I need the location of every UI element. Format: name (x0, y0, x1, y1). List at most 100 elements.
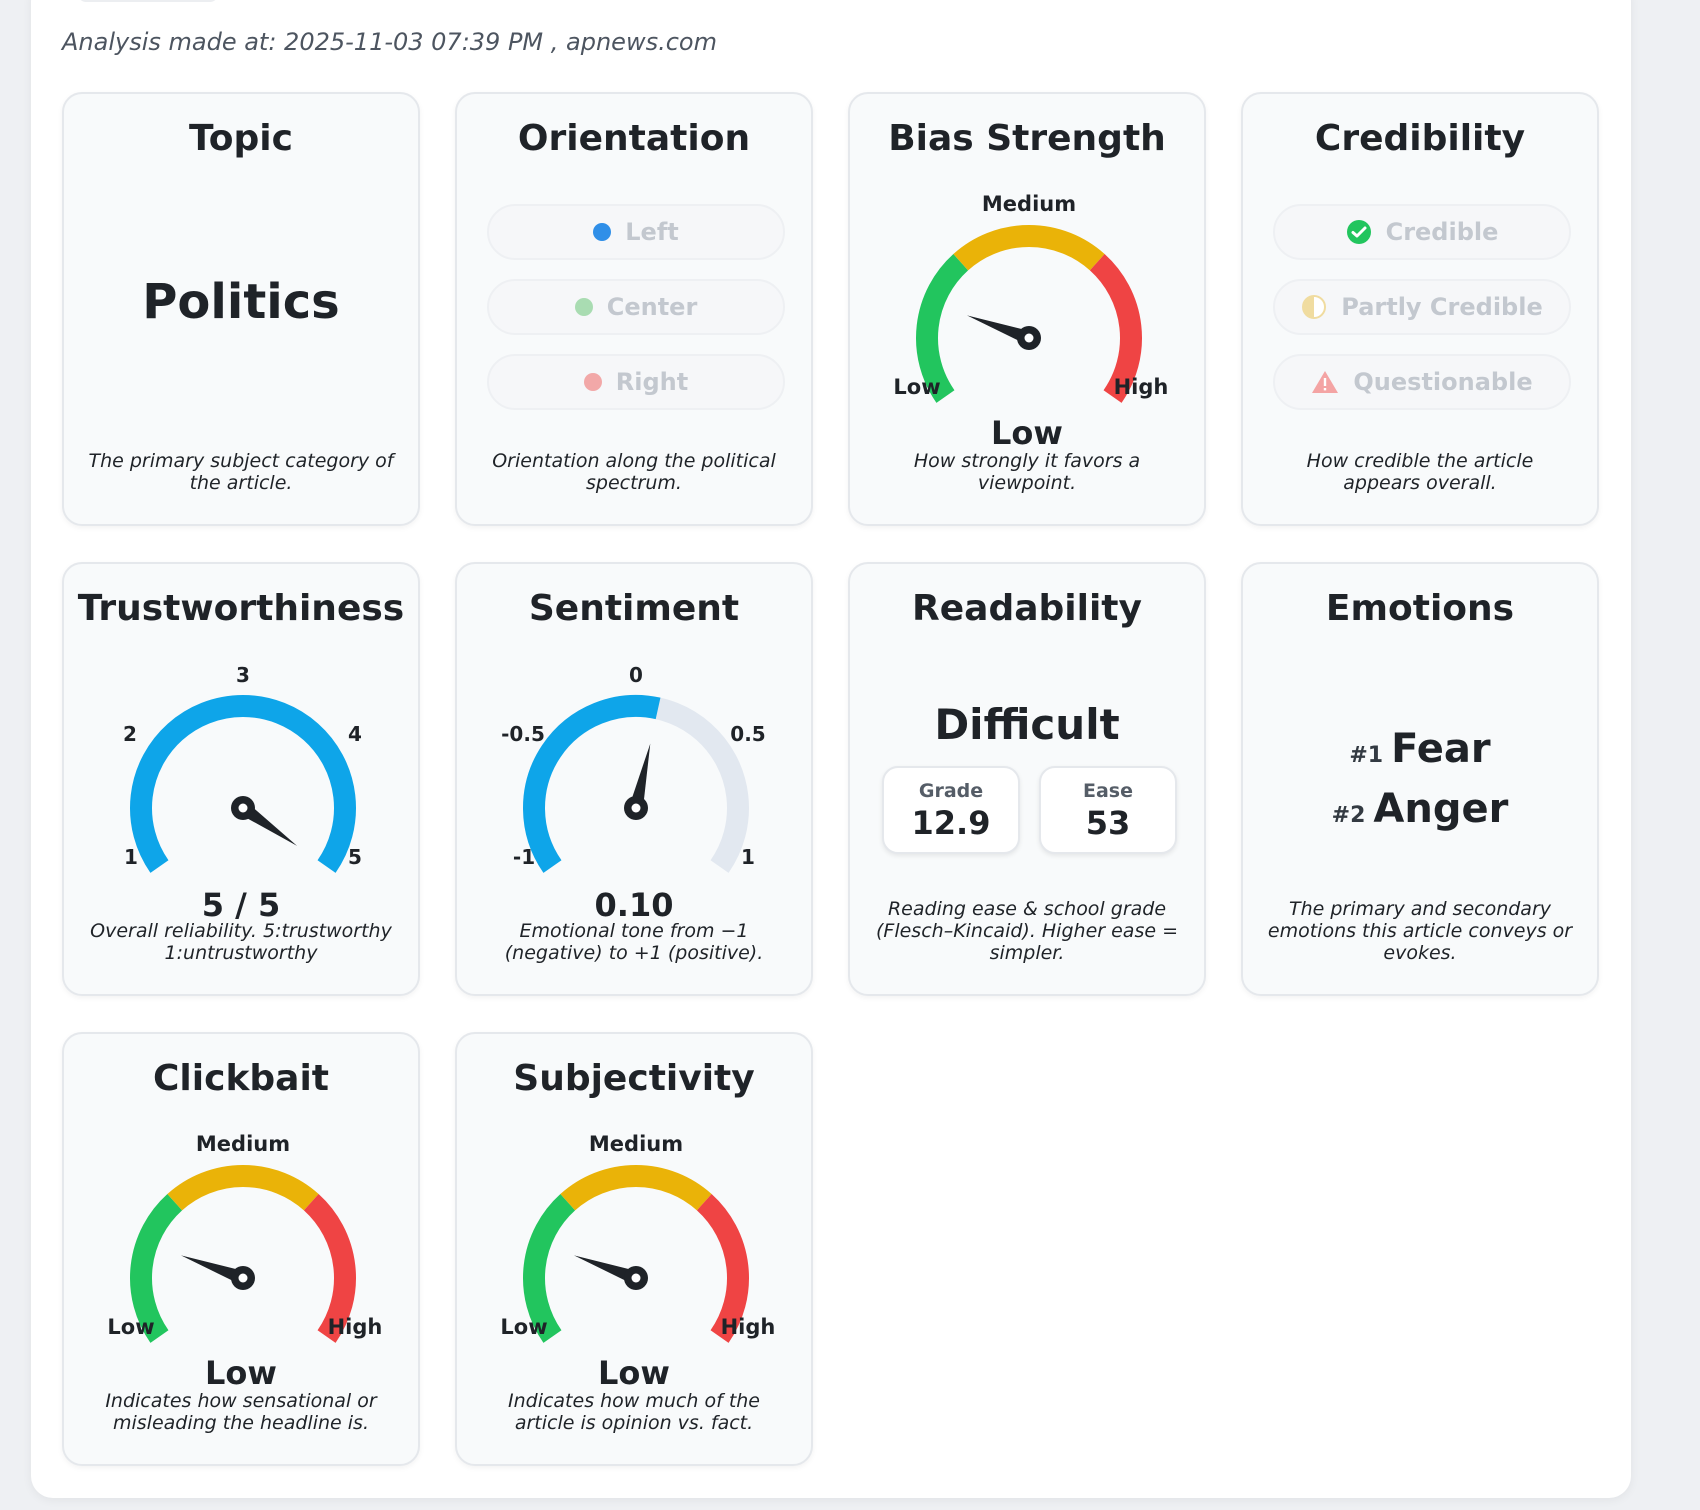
check-circle-icon (1346, 219, 1372, 245)
gauge-label-low: Low (107, 1315, 154, 1339)
emotions-card: Emotions #1 Fear #2 Anger The primary and … (1241, 562, 1599, 996)
bias-strength-card: Bias Strength Medium Low High Low How stro… (848, 92, 1206, 526)
gauge-segment-low (130, 1194, 183, 1343)
card-description: The primary and secondary emotions this … (1267, 898, 1573, 964)
card-title: Trustworthiness (77, 588, 405, 629)
card-title: Subjectivity (513, 1058, 755, 1099)
topic-value: Politics (142, 274, 340, 330)
gauge-label-high: High (1114, 375, 1169, 399)
gauge-label-medium: Medium (982, 192, 1076, 216)
gauge-segment-high (696, 1194, 749, 1343)
gauge-segment-low (523, 1194, 576, 1343)
emotion-name: Anger (1373, 786, 1509, 832)
gauge-label-high: High (328, 1315, 383, 1339)
gauge-tick-label: 1 (741, 845, 755, 869)
gauge-value: Low (991, 414, 1063, 452)
gauge-label-low: Low (893, 375, 940, 399)
gauge-tick-label: 1 (124, 845, 138, 869)
ease-label: Ease (1083, 780, 1133, 802)
orientation-card: Orientation Left Center Right Orientatio… (455, 92, 813, 526)
gauge-tick-label: 0 (629, 663, 643, 687)
gauge-needle (573, 1255, 639, 1285)
readability-card: Readability Difficult Grade 12.9 Ease 53… (848, 562, 1206, 996)
ease-value: 53 (1085, 804, 1131, 842)
credibility-option-credible[interactable]: Credible (1273, 204, 1571, 260)
card-title: Topic (189, 118, 293, 159)
gauge-fill (523, 695, 661, 873)
gauge-tick-label: 3 (236, 663, 250, 687)
orientation-option-right[interactable]: Right (487, 354, 785, 410)
emotion-rank: #1 (1349, 743, 1384, 768)
gauge-value: 0.10 (594, 886, 674, 924)
card-title: Bias Strength (888, 118, 1166, 159)
gauge-segment-medium (560, 1165, 712, 1211)
ease-box: Ease 53 (1039, 766, 1177, 854)
green-dot-icon (574, 298, 593, 316)
subjectivity-card: Subjectivity Medium Low High Low Indicates… (455, 1032, 813, 1466)
gauge-value: Low (598, 1354, 670, 1392)
sentiment-gauge: -1 -0.5 0 0.5 1 (501, 663, 766, 873)
gauge-hub-center (1024, 333, 1034, 343)
card-description: Indicates how sensational or misleading … (105, 1390, 377, 1434)
card-description: Orientation along the political spectrum… (492, 450, 776, 494)
credibility-option-questionable[interactable]: Questionable (1273, 354, 1571, 410)
warning-triangle-icon (1311, 369, 1339, 395)
card-description: Overall reliability. 5:trustworthy 1:unt… (90, 920, 392, 964)
gauge-needle (180, 1255, 246, 1285)
card-description: Reading ease & school grade (Flesch–Kinc… (876, 898, 1178, 964)
card-title: Credibility (1314, 118, 1526, 159)
trustworthiness-card: Trustworthiness 1 2 3 4 5 5 / 5 Overall reli… (62, 562, 420, 996)
emotion-secondary: #2 Anger (1243, 786, 1597, 832)
grade-box: Grade 12.9 (882, 766, 1020, 854)
card-description: How credible the article appears overall… (1306, 450, 1534, 494)
gauge-segment-medium (167, 1165, 319, 1211)
orientation-option-left[interactable]: Left (487, 204, 785, 260)
gauge-tick-label: 2 (123, 722, 137, 746)
blue-dot-icon (593, 223, 612, 241)
half-circle-icon (1301, 294, 1327, 320)
topic-card: Topic Politics The primary subject categ… (62, 92, 420, 526)
gauge-value: 5 / 5 (201, 886, 281, 924)
grade-value: 12.9 (911, 804, 991, 842)
gauge-tick-label: 5 (348, 845, 362, 869)
analysis-timestamp: Analysis made at: 2025-11-03 07:39 PM , … (62, 28, 717, 56)
gauge-hub-center (238, 803, 248, 813)
gauge-fill (130, 695, 356, 873)
emotion-primary: #1 Fear (1243, 726, 1597, 772)
clickbait-card: Clickbait Medium Low High Low Indicates ho… (62, 1032, 420, 1466)
card-description: Indicates how much of the article is opi… (507, 1390, 760, 1434)
card-title: Readability (912, 588, 1142, 629)
credibility-option-partly-credible[interactable]: Partly Credible (1273, 279, 1571, 335)
emotion-name: Fear (1391, 726, 1491, 772)
red-dot-icon (583, 373, 602, 391)
gauge-value: Low (205, 1354, 277, 1392)
bias-strength-gauge: Medium Low High (893, 192, 1169, 403)
gauge-hub-center (631, 803, 641, 813)
subjectivity-gauge: Medium Low High (500, 1132, 776, 1343)
grade-label: Grade (918, 780, 984, 802)
card-title: Clickbait (153, 1058, 329, 1099)
clickbait-gauge: Medium Low High (107, 1132, 383, 1343)
top-tab-remnant (78, 0, 218, 2)
orientation-option-center[interactable]: Center (487, 279, 785, 335)
sentiment-card: Sentiment -1 -0.5 0 0.5 1 0.10 Emotional ton… (455, 562, 813, 996)
gauge-hub-center (631, 1273, 641, 1283)
card-title: Orientation (517, 118, 751, 159)
trustworthiness-gauge: 1 2 3 4 5 (123, 663, 362, 873)
gauge-hub-center (238, 1273, 248, 1283)
card-description: How strongly it favors a viewpoint. (913, 450, 1141, 494)
card-description: The primary subject category of the arti… (88, 450, 394, 494)
gauge-needle (966, 315, 1032, 345)
gauge-segment-high (303, 1194, 356, 1343)
gauge-tick-label: 4 (348, 722, 362, 746)
card-description: Emotional tone from −1 (negative) to +1 … (504, 920, 764, 964)
gauge-label-high: High (721, 1315, 776, 1339)
gauge-tick-label: -1 (513, 845, 535, 869)
gauge-segment-high (1089, 254, 1142, 403)
gauge-label-medium: Medium (589, 1132, 683, 1156)
gauge-segment-low (916, 254, 969, 403)
card-title: Emotions (1325, 588, 1515, 629)
readability-value: Difficult (934, 700, 1120, 749)
gauge-label-medium: Medium (196, 1132, 290, 1156)
gauge-tick-label: -0.5 (501, 722, 545, 746)
